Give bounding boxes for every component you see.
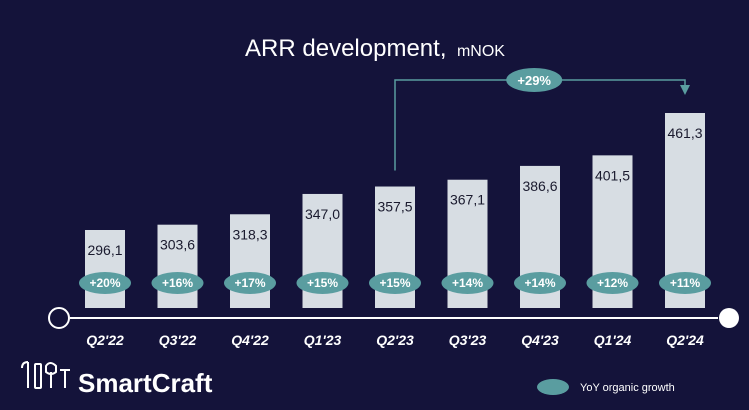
bar-value-label: 401,5: [595, 167, 630, 183]
growth-label: +17%: [234, 276, 265, 290]
growth-label: +12%: [597, 276, 628, 290]
growth-pill: [151, 272, 204, 294]
x-tick-label: Q2'22: [86, 332, 124, 348]
bar-value-label: 318,3: [232, 226, 267, 242]
growth-pill: [79, 272, 131, 294]
growth-label: +14%: [524, 276, 555, 290]
growth-pill: [586, 272, 639, 294]
growth-pill: [659, 272, 711, 294]
x-tick-label: Q2'24: [666, 332, 704, 348]
bar-value-label: 296,1: [87, 242, 122, 258]
bar-0: [85, 230, 125, 308]
callout-group: +29%: [394, 68, 690, 171]
x-tick-label: Q2'23: [376, 332, 414, 348]
callout-label: +29%: [517, 73, 551, 88]
growth-label: +15%: [379, 276, 410, 290]
growth-label: +20%: [89, 276, 120, 290]
bar-1: [157, 224, 198, 308]
growth-label: +15%: [307, 276, 338, 290]
x-tick-label: Q4'22: [231, 332, 269, 348]
growth-pill: [224, 272, 276, 294]
callout-pill: [506, 68, 563, 92]
x-tick-label: Q3'22: [159, 332, 197, 348]
smartcraft-logo: SmartCraft: [21, 361, 213, 398]
axis-start-marker: [48, 307, 70, 329]
legend-swatch: [537, 379, 569, 395]
growth-label: +16%: [162, 276, 193, 290]
tools-icon: [21, 361, 70, 389]
legend-label: YoY organic growth: [580, 382, 675, 394]
bar-value-label: 357,5: [377, 199, 412, 215]
growth-pill: [441, 272, 494, 294]
chart-title-unit: mNOK: [457, 43, 505, 60]
chart-title: ARR development, mNOK: [245, 35, 505, 62]
legend: YoY organic growth: [537, 379, 675, 395]
axis-end-marker: [719, 308, 739, 328]
chart-title-text: ARR development,: [245, 35, 446, 62]
bar-value-label: 347,0: [305, 206, 340, 222]
x-tick-label: Q1'23: [304, 332, 342, 348]
bar-value-label: 367,1: [450, 192, 485, 208]
growth-label: +14%: [452, 276, 483, 290]
callout-arrowhead: [680, 85, 690, 95]
growth-pill: [514, 272, 566, 294]
x-tick-label: Q3'23: [449, 332, 487, 348]
growth-pill: [369, 272, 421, 294]
callout-bracket: [394, 79, 686, 171]
brand-name: SmartCraft: [78, 368, 213, 398]
x-tick-labels: Q2'22 Q3'22 Q4'22 Q1'23 Q2'23 Q3'23 Q4'23 Q1'24…: [86, 332, 704, 348]
growth-label: +11%: [670, 276, 701, 290]
bar-group: 296,1 +20% 303,6 +16% 318,3 +17% 347,0 +15% 357,…: [79, 113, 711, 308]
bar-value-label: 461,3: [667, 125, 702, 141]
x-tick-label: Q1'24: [594, 332, 632, 348]
bar-value-label: 386,6: [522, 178, 557, 194]
x-tick-label: Q4'23: [521, 332, 559, 348]
growth-pill: [296, 272, 349, 294]
bar-value-label: 303,6: [160, 237, 195, 253]
